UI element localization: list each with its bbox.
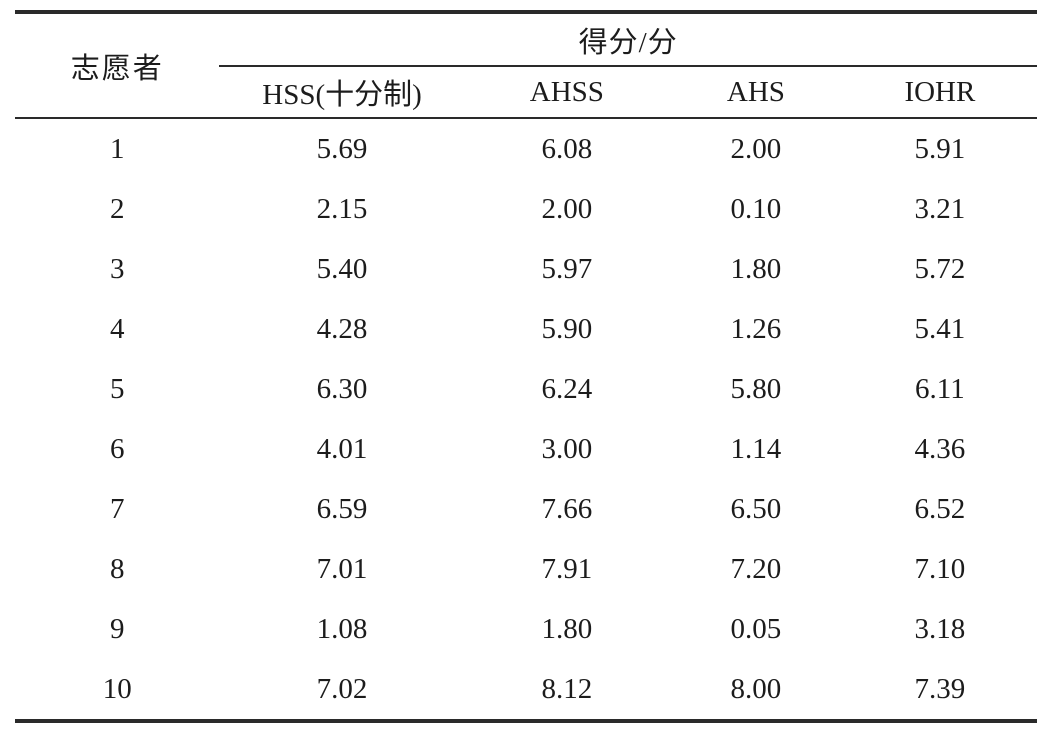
score-cell: 6.59: [316, 492, 368, 525]
column-header-3: IOHR: [842, 66, 1037, 119]
volunteer-id-cell: 9: [109, 612, 125, 645]
score-cell: 0.05: [730, 612, 782, 645]
score-cell: 2.00: [730, 132, 782, 165]
volunteer-id-cell: 5: [109, 372, 125, 405]
score-cell: 5.80: [730, 372, 782, 405]
score-cell: 8.00: [730, 672, 782, 705]
volunteer-score-table: 志愿者 得分/分 HSS(十分制) AHSS AHS IOHR 1 5.69 6.08 2.…: [15, 10, 1037, 723]
score-cell: 1.80: [541, 612, 593, 645]
score-cell: 5.90: [541, 312, 593, 345]
score-cell: 7.02: [316, 672, 368, 705]
score-cell: 6.11: [915, 372, 965, 405]
score-cell: 1.14: [730, 432, 782, 465]
sub-header-row: HSS(十分制) AHSS AHS IOHR: [15, 66, 1037, 119]
table-row: 10 7.02 8.12 8.00 7.39: [15, 659, 1037, 721]
table-row: 5 6.30 6.24 5.80 6.11: [15, 359, 1037, 419]
score-cell: 5.41: [914, 312, 966, 345]
score-cell: 1.26: [730, 312, 782, 345]
volunteer-id-cell: 4: [109, 312, 125, 345]
score-cell: 7.01: [316, 552, 368, 585]
score-cell: 7.39: [914, 672, 966, 705]
score-cell: 5.72: [914, 252, 966, 285]
volunteer-id-cell: 1: [109, 132, 125, 165]
volunteer-id-cell: 10: [102, 672, 132, 705]
table-row: 8 7.01 7.91 7.20 7.10: [15, 539, 1037, 599]
volunteer-id-cell: 7: [109, 492, 125, 525]
score-cell: 8.12: [541, 672, 593, 705]
score-cell: 3.21: [914, 192, 966, 225]
group-header-row: 志愿者 得分/分: [15, 12, 1037, 119]
column-header-0: HSS(十分制): [219, 66, 465, 119]
score-cell: 7.20: [730, 552, 782, 585]
volunteer-id-cell: 8: [109, 552, 125, 585]
score-cell: 1.08: [316, 612, 368, 645]
score-cell: 4.01: [316, 432, 368, 465]
score-cell: 2.15: [316, 192, 368, 225]
volunteer-id-cell: 6: [109, 432, 125, 465]
table-row: 3 5.40 5.97 1.80 5.72: [15, 239, 1037, 299]
score-cell: 5.97: [541, 252, 593, 285]
column-header-2: AHS: [669, 66, 843, 119]
score-cell: 3.18: [914, 612, 966, 645]
score-cell: 0.10: [730, 192, 782, 225]
column-header-volunteer: 志愿者: [15, 12, 220, 119]
table-row: 1 5.69 6.08 2.00 5.91: [15, 118, 1037, 179]
score-cell: 6.30: [316, 372, 368, 405]
score-cell: 2.00: [541, 192, 593, 225]
score-cell: 7.66: [541, 492, 593, 525]
volunteer-id-cell: 2: [109, 192, 125, 225]
column-header-1: AHSS: [464, 66, 670, 119]
score-cell: 4.28: [316, 312, 368, 345]
score-cell: 1.80: [730, 252, 782, 285]
score-cell: 6.24: [541, 372, 593, 405]
score-cell: 7.10: [914, 552, 966, 585]
paper-table-figure: 志愿者 得分/分 HSS(十分制) AHSS AHS IOHR 1 5.69 6.08 2.…: [15, 10, 1037, 723]
table-row: 2 2.15 2.00 0.10 3.21: [15, 179, 1037, 239]
score-cell: 5.91: [914, 132, 966, 165]
score-cell: 7.91: [541, 552, 593, 585]
table-row: 6 4.01 3.00 1.14 4.36: [15, 419, 1037, 479]
score-cell: 6.52: [914, 492, 966, 525]
score-cell: 3.00: [541, 432, 593, 465]
table-row: 4 4.28 5.90 1.26 5.41: [15, 299, 1037, 359]
score-cell: 5.40: [316, 252, 368, 285]
table-row: 7 6.59 7.66 6.50 6.52: [15, 479, 1037, 539]
score-cell: 6.08: [541, 132, 593, 165]
table-row: 9 1.08 1.80 0.05 3.18: [15, 599, 1037, 659]
column-group-header-score: 得分/分: [219, 12, 1037, 67]
score-cell: 6.50: [730, 492, 782, 525]
score-cell: 5.69: [316, 132, 368, 165]
score-cell: 4.36: [914, 432, 966, 465]
volunteer-id-cell: 3: [109, 252, 125, 285]
